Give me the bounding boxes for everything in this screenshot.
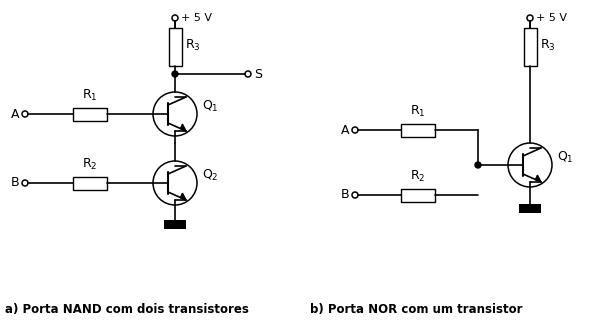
Text: S: S (254, 68, 262, 81)
Text: B: B (10, 177, 19, 189)
Text: A: A (341, 123, 349, 137)
Text: R$_2$: R$_2$ (82, 157, 98, 172)
Text: + 5 V: + 5 V (181, 13, 212, 23)
Bar (401, 188, 435, 202)
Text: R$_3$: R$_3$ (540, 37, 556, 52)
Bar (73, 177, 107, 189)
Bar (73, 108, 107, 120)
Polygon shape (181, 193, 186, 200)
Circle shape (172, 71, 178, 77)
Text: R$_1$: R$_1$ (410, 104, 426, 119)
Text: R$_1$: R$_1$ (82, 88, 98, 103)
Polygon shape (181, 124, 186, 131)
Text: A: A (11, 108, 19, 120)
Text: Q$_2$: Q$_2$ (202, 167, 218, 182)
Bar (169, 28, 182, 66)
Text: Q$_1$: Q$_1$ (557, 149, 574, 165)
Text: b) Porta NOR com um transistor: b) Porta NOR com um transistor (310, 303, 523, 316)
Text: + 5 V: + 5 V (536, 13, 567, 23)
Bar (164, 220, 186, 229)
Polygon shape (535, 175, 541, 182)
Bar (401, 123, 435, 137)
Text: R$_3$: R$_3$ (185, 37, 200, 52)
Bar (519, 204, 541, 213)
Text: Q$_1$: Q$_1$ (202, 98, 218, 114)
Text: B: B (340, 188, 349, 202)
Bar (523, 28, 536, 66)
Text: a) Porta NAND com dois transistores: a) Porta NAND com dois transistores (5, 303, 249, 316)
Circle shape (475, 162, 481, 168)
Text: R$_2$: R$_2$ (410, 169, 426, 184)
